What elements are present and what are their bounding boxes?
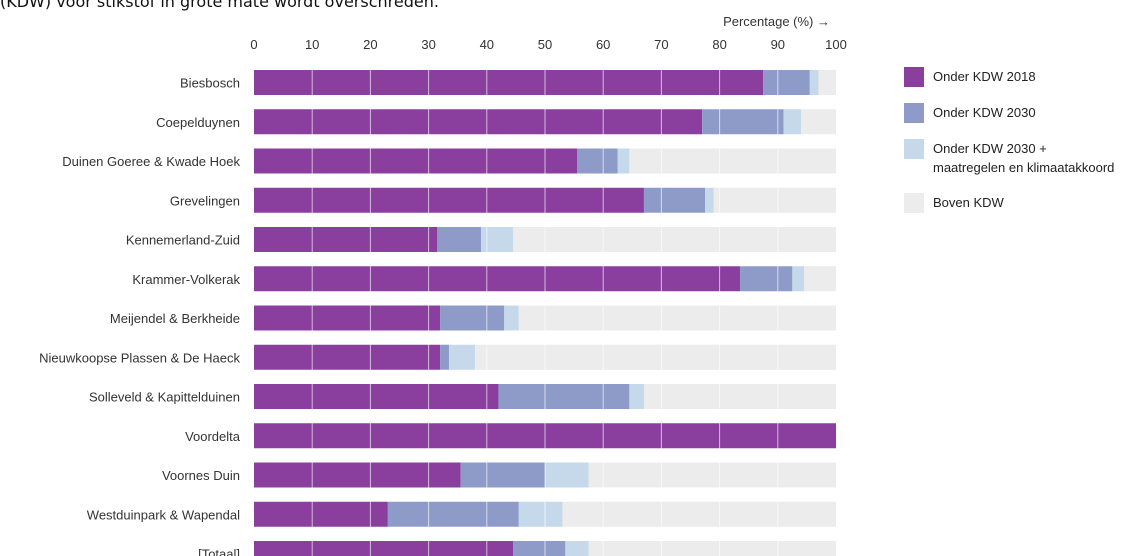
bar-segment [809,70,819,95]
category-label: Duinen Goeree & Kwade Hoek [62,154,240,169]
category-label: Solleveld & Kapittelduinen [89,390,240,405]
bar-segment [254,109,703,135]
category-label: Kennemerland-Zuid [126,233,240,248]
category-label: Meijendel & Berkheide [110,311,240,326]
bar-segment [254,501,388,527]
legend-item: Onder KDW 2030 + maatregelen en klimaata… [904,139,1139,177]
bar-segment [617,148,630,174]
bar-segment [705,187,714,213]
bar-segment [437,227,481,252]
bars [254,70,836,556]
category-labels: Biesbosch Coepelduynen Duinen Goeree & Kwa… [39,76,241,556]
x-tick-label: 30 [421,37,435,52]
x-tick-label: 40 [480,37,494,52]
x-axis-ticks: 0 10 20 30 40 50 60 70 80 90 100 [250,37,846,52]
x-tick-label: 70 [654,37,668,52]
bar-segment [254,344,441,370]
bar-segment [588,462,836,488]
bar-segment [702,109,784,135]
bar-segment [512,227,836,252]
bar-segment [254,187,644,213]
legend-label: Onder KDW 2030 [933,105,1036,120]
bar-segment [440,305,505,331]
bar-segment [475,344,836,370]
bar-segment [803,266,836,292]
legend-swatch [904,193,924,213]
category-label: Coepelduynen [156,115,240,130]
bar-segment [818,70,836,95]
x-tick-label: 20 [363,37,377,52]
bar-segment [254,541,513,556]
category-label: [Totaal] [198,547,240,556]
legend-item: Boven KDW [904,193,1139,213]
legend-item: Onder KDW 2018 [904,67,1139,87]
intro-text: (KDW) voor stikstof in grote mate wordt … [0,0,439,11]
bar-segment [629,384,644,409]
bar-segment [713,187,836,213]
bar-segment [801,109,836,135]
legend-swatch [904,139,924,159]
bar-segment [504,305,519,331]
bar-segment [792,266,804,292]
bar-segment [448,344,476,370]
bar-segment [588,541,836,556]
legend-swatch [904,67,924,87]
bar-segment [643,384,836,409]
bar-segment [545,462,589,488]
bar-segment [565,541,589,556]
bar-segment [387,501,519,527]
gridlines [311,60,779,556]
category-label: Grevelingen [170,193,240,208]
bar-segment [562,501,836,527]
bar-segment [440,344,449,370]
category-label: Krammer-Volkerak [132,272,240,287]
x-tick-label: 0 [250,37,257,52]
bar-segment [763,70,810,95]
legend-label: Boven KDW [933,195,1004,210]
legend-label: Onder KDW 2030 + maatregelen en klimaata… [933,141,1115,175]
x-tick-label: 80 [712,37,726,52]
legend-item: Onder KDW 2030 [904,103,1139,123]
category-label: Voornes Duin [162,468,240,483]
bar-segment [254,70,764,95]
bar-segment [629,148,836,174]
legend-swatch [904,103,924,123]
category-label: Nieuwkoopse Plassen & De Haeck [39,350,240,365]
bar-segment [254,148,578,174]
bar-segment [739,266,793,292]
x-axis-title: Percentage (%) → [723,14,830,29]
bar-segment [518,501,563,527]
category-label: Biesbosch [180,76,240,91]
x-tick-label: 60 [596,37,610,52]
bar-segment [254,384,499,409]
bar-segment [254,227,438,252]
bar-segment [643,187,706,213]
x-tick-label: 50 [538,37,552,52]
category-label: Voordelta [185,429,241,444]
bar-segment [254,305,441,331]
x-tick-label: 10 [305,37,319,52]
bar-segment [480,227,513,252]
bar-segment [512,541,566,556]
x-tick-label: 100 [825,37,847,52]
legend-label: Onder KDW 2018 [933,69,1036,84]
bar-segment [783,109,802,135]
x-tick-label: 90 [771,37,785,52]
bar-segment [460,462,545,488]
bar-segment [498,384,630,409]
stacked-bar-chart: 0 10 20 30 40 50 60 70 80 90 100 Biesbosch Coepeldu… [39,14,847,556]
legend: Onder KDW 2018 Onder KDW 2030 Onder KDW 20… [904,67,1139,229]
bar-segment [518,305,836,331]
bar-segment [254,462,461,488]
category-label: Westduinpark & Wapendal [87,507,240,522]
bar-segment [254,266,740,292]
bar-segment [577,148,618,174]
